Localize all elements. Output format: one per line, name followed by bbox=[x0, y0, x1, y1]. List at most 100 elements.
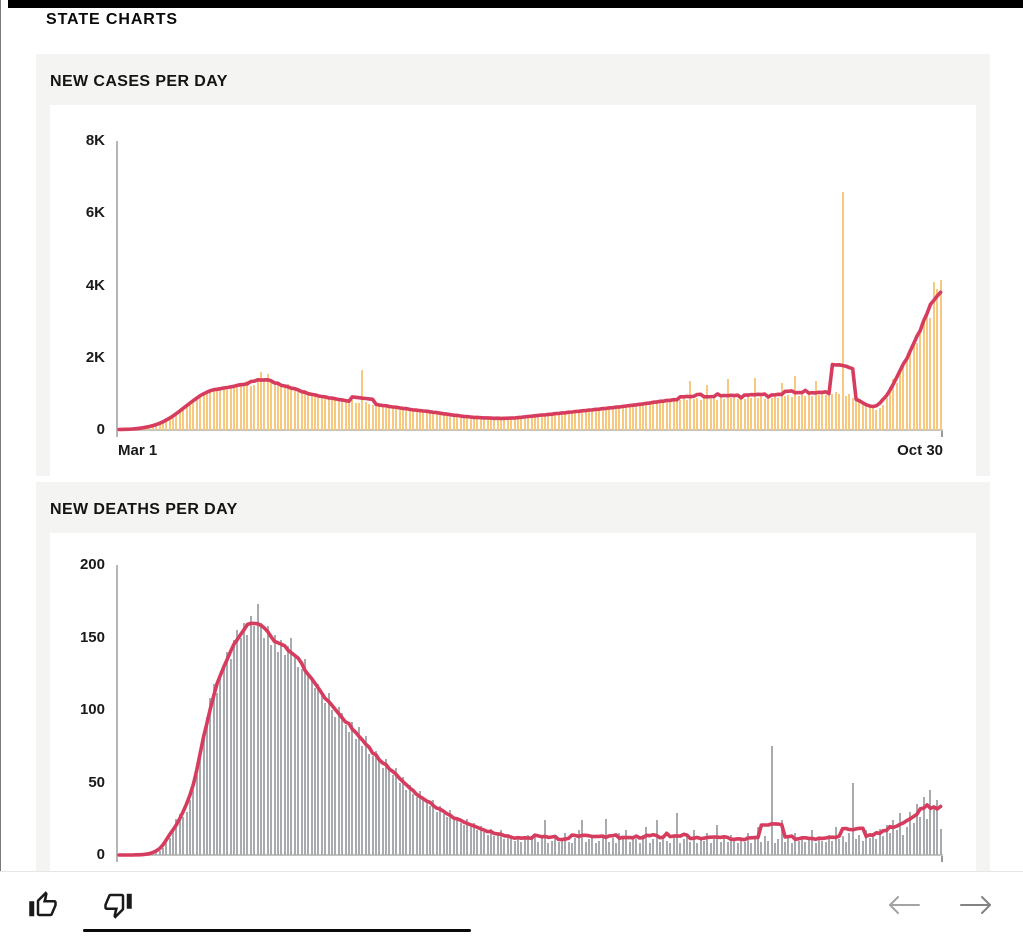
bar bbox=[844, 841, 847, 855]
bar bbox=[462, 417, 465, 430]
bar bbox=[425, 410, 428, 430]
bar bbox=[662, 399, 665, 430]
bar bbox=[882, 836, 885, 855]
bar bbox=[838, 393, 841, 430]
bar bbox=[493, 418, 496, 430]
bar bbox=[270, 644, 273, 855]
bar bbox=[726, 841, 729, 855]
bar bbox=[496, 417, 499, 430]
bar bbox=[615, 843, 618, 855]
bar bbox=[483, 418, 486, 430]
bar bbox=[790, 843, 793, 855]
bar bbox=[784, 396, 787, 430]
bar bbox=[740, 837, 743, 855]
bar bbox=[682, 397, 685, 430]
thumbs-down-button[interactable] bbox=[103, 890, 133, 920]
bar bbox=[936, 289, 939, 430]
bar bbox=[276, 652, 279, 855]
bar bbox=[354, 739, 357, 855]
y-tick-label: 4K bbox=[85, 276, 105, 294]
bar bbox=[361, 746, 364, 855]
bar bbox=[753, 377, 756, 430]
bar bbox=[442, 814, 445, 855]
bar bbox=[347, 731, 350, 855]
bar bbox=[689, 841, 692, 855]
bar bbox=[888, 833, 891, 855]
y-tick-label: 0 bbox=[96, 421, 105, 438]
bar bbox=[412, 794, 415, 855]
bar bbox=[195, 775, 198, 855]
bar bbox=[466, 415, 469, 430]
next-page-button[interactable] bbox=[958, 893, 994, 917]
bar bbox=[435, 411, 438, 430]
y-tick-label: 8K bbox=[85, 132, 105, 149]
cases-x-axis-end-tick bbox=[941, 430, 943, 437]
bar bbox=[719, 397, 722, 430]
bar bbox=[486, 417, 489, 430]
bar bbox=[378, 760, 381, 855]
bar bbox=[932, 807, 935, 855]
bar bbox=[432, 412, 435, 430]
bar bbox=[740, 397, 743, 430]
bar bbox=[371, 756, 374, 855]
bar bbox=[675, 398, 678, 430]
bar bbox=[831, 840, 834, 855]
bar bbox=[686, 834, 689, 855]
bar bbox=[293, 387, 296, 430]
bar bbox=[205, 717, 208, 855]
bar bbox=[341, 712, 344, 855]
bar bbox=[202, 739, 205, 855]
bar bbox=[736, 398, 739, 430]
bar bbox=[642, 834, 645, 855]
bar bbox=[790, 396, 793, 430]
bar bbox=[415, 797, 418, 855]
bar bbox=[445, 817, 448, 855]
bar bbox=[618, 406, 621, 430]
bar bbox=[554, 414, 557, 430]
thumbs-up-icon bbox=[29, 890, 57, 916]
bar bbox=[875, 410, 878, 430]
bar bbox=[905, 827, 908, 855]
bar bbox=[750, 843, 753, 855]
bar bbox=[564, 833, 567, 855]
bar bbox=[878, 828, 881, 855]
bar bbox=[618, 833, 621, 855]
bar bbox=[395, 406, 398, 430]
bar bbox=[679, 400, 682, 430]
bar bbox=[530, 415, 533, 430]
bar bbox=[293, 654, 296, 855]
bar bbox=[314, 688, 317, 855]
bar bbox=[168, 837, 171, 855]
bar bbox=[364, 736, 367, 855]
bar bbox=[915, 804, 918, 855]
bar bbox=[733, 396, 736, 430]
cases-y-axis-line bbox=[116, 141, 118, 437]
bar bbox=[364, 401, 367, 430]
bar bbox=[658, 402, 661, 430]
bar bbox=[770, 746, 773, 855]
thumbs-up-button[interactable] bbox=[28, 890, 58, 920]
bar bbox=[452, 415, 455, 430]
bar bbox=[848, 833, 851, 855]
bar bbox=[672, 401, 675, 430]
bar bbox=[557, 841, 560, 855]
cases-chart-title: NEW CASES PER DAY bbox=[50, 73, 228, 90]
bar bbox=[412, 410, 415, 430]
bar bbox=[500, 418, 503, 430]
prev-page-button[interactable] bbox=[886, 893, 922, 917]
bar bbox=[587, 410, 590, 430]
bar bbox=[489, 828, 492, 855]
bar bbox=[347, 401, 350, 430]
bar bbox=[216, 692, 219, 855]
bar bbox=[787, 837, 790, 855]
bar bbox=[939, 280, 942, 430]
bar bbox=[496, 833, 499, 855]
bar bbox=[868, 837, 871, 855]
bar bbox=[780, 820, 783, 855]
bar bbox=[415, 409, 418, 430]
bar bbox=[209, 698, 212, 855]
bar bbox=[692, 399, 695, 430]
bar bbox=[222, 666, 225, 855]
bar bbox=[520, 841, 523, 855]
arrow-left-icon bbox=[889, 895, 920, 914]
